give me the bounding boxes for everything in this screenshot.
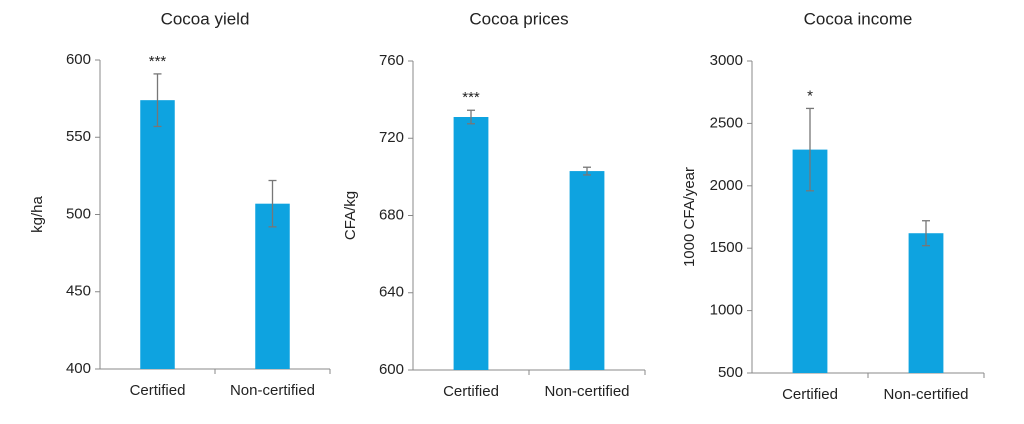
y-tick-label: 760 <box>379 52 404 69</box>
y-tick-label: 600 <box>379 361 404 378</box>
y-tick-label: 3000 <box>710 52 743 69</box>
significance-label: *** <box>149 53 167 70</box>
x-tick-label: Non-certified <box>230 382 315 399</box>
y-tick-label: 720 <box>379 129 404 146</box>
chart-title: Cocoa income <box>804 9 913 28</box>
y-tick-label: 1000 <box>710 302 743 319</box>
y-tick-label: 600 <box>66 51 91 68</box>
y-axis-label: CFA/kg <box>342 191 359 240</box>
y-tick-label: 500 <box>66 205 91 222</box>
bar <box>569 171 605 370</box>
error-bar <box>268 179 277 228</box>
chart-title: Cocoa prices <box>469 9 568 28</box>
y-tick-label: 500 <box>718 364 743 381</box>
y-axis-label: 1000 CFA/year <box>681 167 698 267</box>
y-tick-label: 1500 <box>710 239 743 256</box>
error-bar <box>583 166 591 176</box>
y-axis-label: kg/ha <box>29 195 46 232</box>
x-tick-label: Certified <box>130 382 186 399</box>
y-tick-label: 550 <box>66 128 91 145</box>
error-bar <box>922 220 930 247</box>
chart-title: Cocoa yield <box>161 9 250 28</box>
y-tick-label: 2500 <box>710 114 743 131</box>
error-bar <box>153 73 162 128</box>
x-tick-label: Non-certified <box>883 386 968 403</box>
error-bar <box>467 109 475 125</box>
y-tick-label: 680 <box>379 206 404 223</box>
bar <box>908 233 944 373</box>
bar <box>140 100 175 370</box>
bar <box>453 117 489 370</box>
y-tick-label: 400 <box>66 360 91 377</box>
error-bar <box>806 107 814 192</box>
x-tick-label: Certified <box>782 386 838 403</box>
y-tick-label: 640 <box>379 284 404 301</box>
significance-label: * <box>807 87 813 104</box>
significance-label: *** <box>462 89 480 106</box>
x-tick-label: Non-certified <box>544 383 629 400</box>
bar <box>255 203 290 369</box>
y-tick-label: 450 <box>66 283 91 300</box>
y-tick-label: 2000 <box>710 177 743 194</box>
x-tick-label: Certified <box>443 383 499 400</box>
